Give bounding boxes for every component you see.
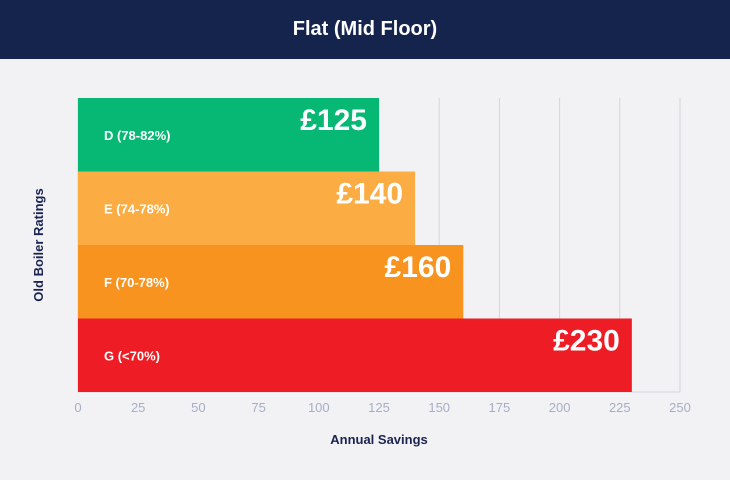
bar <box>78 318 632 392</box>
category-label: D (78-82%) <box>104 128 170 143</box>
x-tick-label-125: 125 <box>368 400 390 415</box>
x-tick-label-150: 150 <box>428 400 450 415</box>
chart-title: Flat (Mid Floor) <box>292 18 438 40</box>
x-tick-label-75: 75 <box>251 400 265 415</box>
bar <box>78 171 416 245</box>
data-label: £140 <box>336 178 403 211</box>
x-tick-label-100: 100 <box>308 400 330 415</box>
x-tick-label-225: 225 <box>609 400 631 415</box>
data-label: £125 <box>300 104 367 137</box>
bars: D (78-82%) £125 E (74-78%) £140 F (70-78%) £1… <box>78 98 632 392</box>
bar-group: E (74-78%) £140 <box>78 171 416 245</box>
y-axis-title: Old Boiler Ratings <box>31 188 46 301</box>
category-label: E (74-78%) <box>104 201 170 216</box>
x-tick-label-175: 175 <box>489 400 511 415</box>
data-label: £230 <box>553 325 620 358</box>
x-tick-labels: 0 25 50 75 100 125 150 175 200 225 250 <box>74 400 690 415</box>
data-label: £160 <box>385 251 452 284</box>
x-tick-label-50: 50 <box>191 400 205 415</box>
bar <box>78 98 379 172</box>
bar-group: G (<70%) £230 <box>78 318 632 392</box>
x-tick-label-250: 250 <box>669 400 691 415</box>
x-tick-label-200: 200 <box>549 400 571 415</box>
category-label: F (70-78%) <box>104 275 169 290</box>
bar <box>78 245 464 319</box>
bar-group: D (78-82%) £125 <box>78 98 379 172</box>
x-axis-title: Annual Savings <box>330 432 428 447</box>
x-tick-label-25: 25 <box>131 400 145 415</box>
chart-header: Flat (Mid Floor) <box>0 0 730 59</box>
bar-group: F (70-78%) £160 <box>78 245 464 319</box>
x-tick-label-0: 0 <box>74 400 81 415</box>
category-label: G (<70%) <box>104 348 160 363</box>
